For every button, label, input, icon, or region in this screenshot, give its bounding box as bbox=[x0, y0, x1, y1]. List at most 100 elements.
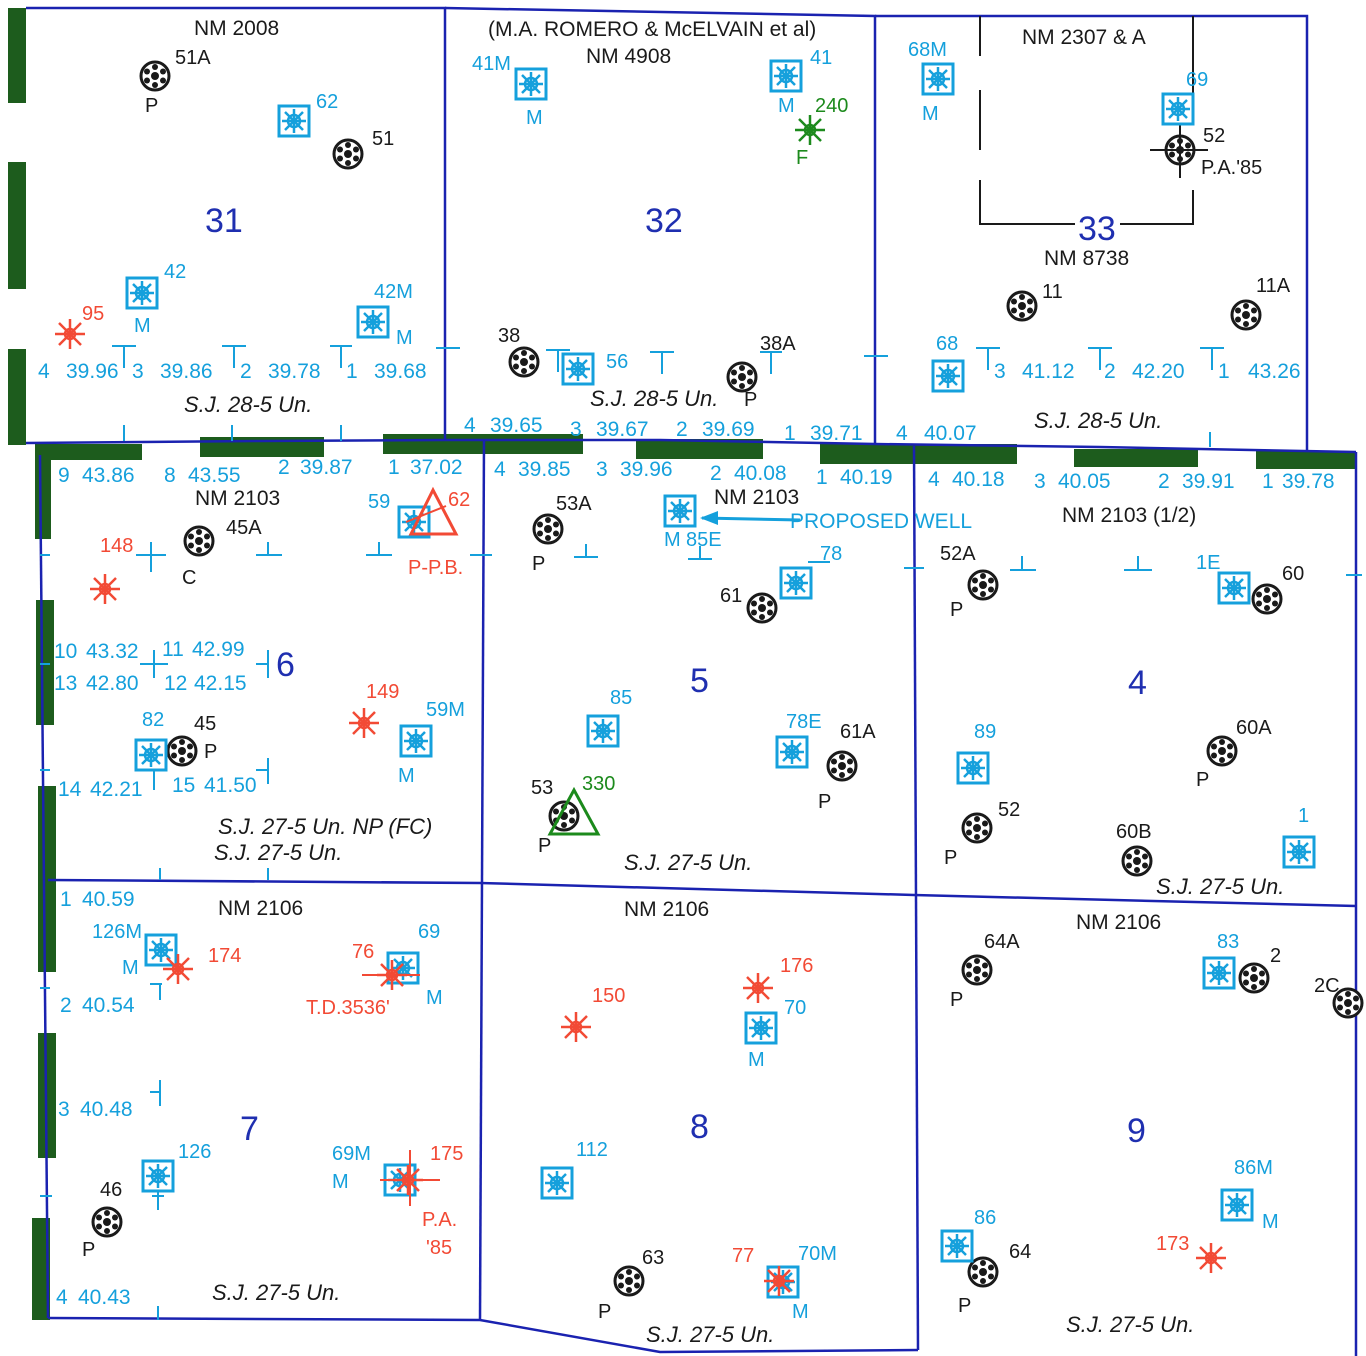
lot-acreage: 42.21 bbox=[90, 778, 143, 801]
lot-acreage: 40.08 bbox=[734, 462, 787, 485]
lot-number: 3 bbox=[570, 418, 582, 441]
lot-number: 13 bbox=[54, 672, 77, 695]
lot-number: 1 bbox=[784, 422, 796, 445]
lot-number: 3 bbox=[596, 458, 608, 481]
gas-well-icon bbox=[1006, 290, 1038, 322]
gas-well-icon bbox=[746, 592, 778, 624]
lot-acreage: 39.85 bbox=[518, 458, 571, 481]
lot-number: 3 bbox=[994, 360, 1006, 383]
well-label: 61A bbox=[840, 721, 876, 743]
lot-number: 3 bbox=[132, 360, 144, 383]
section-number-6: 6 bbox=[276, 646, 295, 684]
well-label: 149 bbox=[366, 681, 399, 703]
well-label: 89 bbox=[974, 721, 996, 743]
gas-well-icon bbox=[961, 812, 993, 844]
lot-acreage: 37.02 bbox=[410, 456, 463, 479]
section-boundaries bbox=[25, 6, 1358, 1356]
lot-acreage: 40.19 bbox=[840, 466, 893, 489]
status-letter: P bbox=[958, 1295, 971, 1317]
boxed-well-icon bbox=[356, 305, 390, 339]
well-label: 60 bbox=[1282, 563, 1304, 585]
section-number-31: 31 bbox=[205, 202, 243, 240]
lot-number: 10 bbox=[54, 640, 77, 663]
boxed-well-icon bbox=[125, 276, 159, 310]
lot-ticks bbox=[40, 345, 1362, 1320]
status-letter: M bbox=[526, 107, 543, 129]
lot-acreage: 40.59 bbox=[82, 888, 135, 911]
lot-number: 1 bbox=[1218, 360, 1230, 383]
lot-acreage: 39.78 bbox=[268, 360, 321, 383]
well-label: 126 bbox=[178, 1141, 211, 1163]
boxed-well-icon bbox=[144, 933, 178, 967]
well-label: 69M bbox=[332, 1143, 371, 1165]
well-label: 77 bbox=[732, 1245, 754, 1267]
well-label: 62 bbox=[448, 489, 470, 511]
lot-number: 9 bbox=[58, 464, 70, 487]
well-label: 63 bbox=[642, 1247, 664, 1269]
gas-well-icon bbox=[532, 513, 564, 545]
well-label: 38A bbox=[760, 333, 796, 355]
boxed-well-icon bbox=[540, 1166, 574, 1200]
boxed-well-icon bbox=[1161, 92, 1195, 126]
status-letter: M bbox=[426, 987, 443, 1009]
well-label: 52 bbox=[998, 799, 1020, 821]
lot-number: 14 bbox=[58, 778, 82, 801]
lot-number: 4 bbox=[56, 1286, 68, 1309]
status-letter: P bbox=[82, 1239, 95, 1261]
status-letter: M bbox=[396, 327, 413, 349]
well-label: 42 bbox=[164, 261, 186, 283]
status-letter: C bbox=[182, 567, 196, 589]
total-depth-label: T.D.3536' bbox=[306, 997, 390, 1019]
dry-hole-icon bbox=[88, 572, 122, 606]
boxed-well-icon bbox=[399, 724, 433, 758]
plugged-pullback-label: P-P.B. bbox=[408, 557, 463, 579]
lot-acreage: 39.91 bbox=[1182, 470, 1235, 493]
well-label: 45A bbox=[226, 517, 262, 539]
well-label: 64A bbox=[984, 931, 1020, 953]
boxed-well-icon bbox=[921, 62, 955, 96]
unit-label-s33: S.J. 28-5 Un. bbox=[1034, 408, 1162, 433]
lot-acreage: 39.78 bbox=[1282, 470, 1335, 493]
lot-number: 4 bbox=[928, 468, 940, 491]
well-label: 85E bbox=[686, 529, 722, 551]
unit-label-s6: S.J. 27-5 Un. NP (FC) bbox=[218, 814, 432, 839]
well-label: 41M bbox=[472, 53, 511, 75]
well-label: 2C bbox=[1314, 975, 1340, 997]
well-label: 70M bbox=[798, 1243, 837, 1265]
status-letter: P bbox=[598, 1301, 611, 1323]
well-label: 61 bbox=[720, 585, 742, 607]
lot-acreage: 40.07 bbox=[924, 422, 977, 445]
lot-acreage: 42.99 bbox=[192, 638, 245, 661]
lot-acreage: 39.87 bbox=[300, 456, 353, 479]
status-letter: P bbox=[818, 791, 831, 813]
lot-number: 4 bbox=[896, 422, 908, 445]
well-label: 52A bbox=[940, 543, 976, 565]
gas-well-icon bbox=[1251, 583, 1283, 615]
unit-label-s32: S.J. 28-5 Un. bbox=[590, 386, 718, 411]
well-label: 86M bbox=[1234, 1157, 1273, 1179]
status-letter: P bbox=[1196, 769, 1209, 791]
well-label: 11A bbox=[1256, 275, 1291, 297]
well-label: 45 bbox=[194, 713, 216, 735]
lot-acreage: 40.43 bbox=[78, 1286, 131, 1309]
lot-acreage: 43.86 bbox=[82, 464, 135, 487]
unit-label-s8: S.J. 27-5 Un. bbox=[646, 1322, 774, 1347]
well-label: 52 bbox=[1203, 125, 1225, 147]
status-letter: P bbox=[744, 389, 757, 411]
boxed-well-icon bbox=[1282, 835, 1316, 869]
well-label: 95 bbox=[82, 303, 104, 325]
lot-number: 4 bbox=[494, 458, 506, 481]
boxed-well-icon bbox=[1220, 1188, 1254, 1222]
well-label: 68 bbox=[936, 333, 958, 355]
well-label: 83 bbox=[1217, 931, 1239, 953]
well-label: 1 bbox=[1298, 805, 1309, 827]
lot-acreage: 42.80 bbox=[86, 672, 139, 695]
well-label: 60B bbox=[1116, 821, 1152, 843]
plugged-cross-icon bbox=[362, 974, 440, 1206]
section-number-33: 33 bbox=[1078, 210, 1116, 248]
status-letter: F bbox=[796, 147, 808, 169]
lot-acreage: 40.05 bbox=[1058, 470, 1111, 493]
well-label: 78 bbox=[820, 543, 842, 565]
well-label: 60A bbox=[1236, 717, 1272, 739]
